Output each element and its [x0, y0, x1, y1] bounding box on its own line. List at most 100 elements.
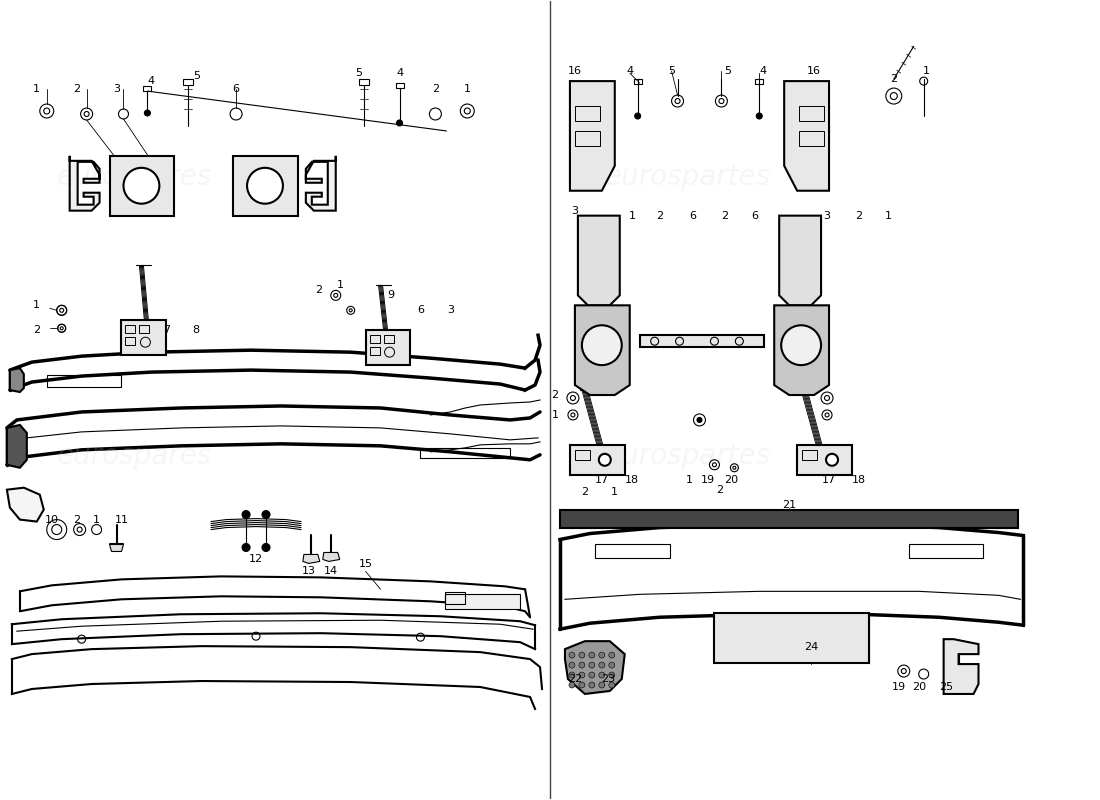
- Polygon shape: [578, 216, 619, 306]
- Text: 3: 3: [571, 206, 579, 216]
- Text: 1: 1: [686, 474, 693, 485]
- Text: 3: 3: [447, 306, 454, 315]
- Text: 5: 5: [355, 68, 362, 78]
- Circle shape: [598, 454, 611, 466]
- Circle shape: [826, 454, 838, 466]
- Circle shape: [635, 113, 640, 119]
- Bar: [140, 326, 150, 334]
- Polygon shape: [306, 156, 336, 210]
- Circle shape: [123, 168, 160, 204]
- Polygon shape: [302, 554, 320, 563]
- Circle shape: [579, 652, 585, 658]
- Polygon shape: [779, 216, 821, 306]
- Bar: [143, 86, 152, 91]
- Circle shape: [396, 120, 403, 126]
- Circle shape: [588, 682, 595, 688]
- Text: 2: 2: [73, 514, 80, 525]
- Text: 1: 1: [464, 84, 471, 94]
- Bar: [575, 106, 600, 121]
- Circle shape: [242, 543, 250, 551]
- Text: 19: 19: [701, 474, 715, 485]
- Text: 13: 13: [301, 566, 316, 577]
- Text: 22: 22: [568, 674, 582, 684]
- Bar: [714, 614, 869, 663]
- Circle shape: [248, 168, 283, 204]
- Text: 2: 2: [432, 84, 439, 94]
- Text: 24: 24: [804, 642, 818, 652]
- Circle shape: [569, 672, 575, 678]
- Text: 11: 11: [114, 514, 129, 525]
- Text: 2: 2: [73, 84, 80, 94]
- Text: 5: 5: [724, 66, 730, 76]
- Circle shape: [262, 543, 270, 551]
- Polygon shape: [570, 81, 615, 190]
- Text: 10: 10: [45, 514, 58, 525]
- Text: 4: 4: [760, 66, 767, 76]
- Text: 2: 2: [720, 210, 728, 221]
- Text: 2: 2: [856, 210, 862, 221]
- Bar: [370, 335, 379, 343]
- Bar: [446, 594, 520, 610]
- Bar: [798, 445, 851, 474]
- Circle shape: [569, 662, 575, 668]
- Text: 1: 1: [923, 66, 931, 76]
- Polygon shape: [565, 641, 625, 694]
- Text: 2: 2: [316, 286, 322, 295]
- Circle shape: [588, 662, 595, 668]
- Text: 17: 17: [822, 474, 836, 485]
- Text: 12: 12: [249, 554, 263, 565]
- Text: 21: 21: [782, 500, 796, 510]
- Text: eurospartes: eurospartes: [605, 162, 771, 190]
- Bar: [420, 448, 510, 458]
- Circle shape: [608, 652, 615, 658]
- Polygon shape: [110, 545, 123, 551]
- Circle shape: [569, 652, 575, 658]
- Bar: [799, 131, 824, 146]
- Polygon shape: [575, 306, 629, 395]
- Text: 25: 25: [939, 682, 954, 692]
- Text: 6: 6: [689, 210, 696, 221]
- Text: 20: 20: [724, 474, 738, 485]
- Circle shape: [242, 510, 250, 518]
- Bar: [184, 79, 194, 85]
- Polygon shape: [7, 425, 26, 468]
- Text: 1: 1: [629, 210, 636, 221]
- Bar: [756, 79, 763, 84]
- Text: 18: 18: [851, 474, 866, 485]
- Text: 19: 19: [892, 682, 905, 692]
- Bar: [575, 450, 590, 460]
- Text: 1: 1: [33, 84, 41, 94]
- Text: 1: 1: [551, 410, 559, 420]
- Text: 1: 1: [94, 514, 100, 525]
- Text: 16: 16: [807, 66, 821, 76]
- Circle shape: [697, 418, 702, 422]
- Text: 2: 2: [656, 210, 663, 221]
- Polygon shape: [7, 488, 44, 522]
- Polygon shape: [10, 368, 24, 392]
- Text: 1: 1: [612, 486, 618, 497]
- Bar: [396, 83, 404, 88]
- Bar: [799, 106, 824, 121]
- Text: 8: 8: [192, 326, 200, 335]
- Text: 2: 2: [581, 486, 589, 497]
- Bar: [384, 335, 394, 343]
- Text: 2: 2: [716, 485, 723, 494]
- Bar: [359, 79, 369, 85]
- Bar: [634, 79, 641, 84]
- Circle shape: [579, 672, 585, 678]
- Text: 16: 16: [568, 66, 582, 76]
- Circle shape: [588, 652, 595, 658]
- Text: 3: 3: [824, 210, 830, 221]
- Circle shape: [608, 672, 615, 678]
- Text: eurospartes: eurospartes: [605, 442, 771, 470]
- Text: 2: 2: [33, 326, 41, 335]
- Bar: [575, 131, 600, 146]
- Text: 14: 14: [323, 566, 338, 577]
- Text: 1: 1: [338, 280, 344, 290]
- Bar: [365, 330, 410, 365]
- Bar: [640, 335, 764, 347]
- Circle shape: [579, 682, 585, 688]
- Circle shape: [598, 652, 605, 658]
- Circle shape: [598, 682, 605, 688]
- Bar: [125, 338, 135, 345]
